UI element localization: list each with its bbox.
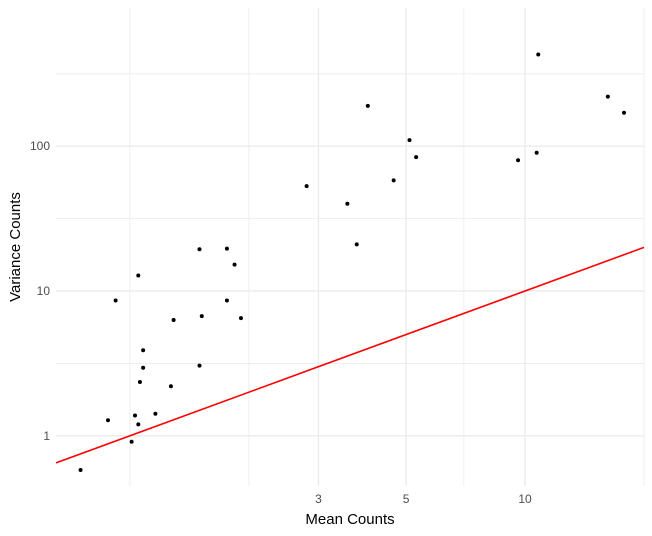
data-points — [78, 52, 627, 473]
data-point — [232, 262, 237, 267]
y-minor-gridlines — [56, 73, 644, 364]
data-point — [354, 242, 359, 247]
y-tick-label: 1 — [43, 429, 50, 443]
data-point — [168, 384, 173, 389]
data-point — [113, 298, 118, 303]
data-point — [136, 273, 141, 278]
reference-line-group — [55, 246, 645, 464]
x-tick-labels: 3 5 10 — [315, 492, 532, 506]
data-point — [304, 184, 309, 189]
data-point — [129, 439, 134, 444]
y-tick-label: 100 — [30, 139, 50, 153]
x-tick-label: 10 — [518, 492, 532, 506]
data-point — [141, 348, 146, 353]
x-tick-label: 3 — [315, 492, 322, 506]
x-tick-label: 5 — [403, 492, 410, 506]
data-point — [197, 363, 202, 368]
y-tick-labels: 1 10 100 — [30, 139, 50, 443]
y-tick-label: 10 — [37, 284, 51, 298]
data-point — [197, 247, 202, 252]
data-point — [199, 314, 204, 319]
reference-line — [55, 246, 645, 464]
data-point — [224, 298, 229, 303]
data-point — [365, 103, 370, 108]
data-point — [78, 468, 83, 473]
data-point — [153, 411, 158, 416]
data-point — [238, 316, 243, 321]
data-point — [534, 150, 539, 155]
x-minor-gridlines — [129, 8, 645, 486]
data-point — [141, 365, 146, 370]
data-point — [536, 52, 541, 57]
x-major-gridlines — [317, 8, 526, 486]
data-point — [622, 110, 627, 115]
x-axis-title: Mean Counts — [305, 511, 394, 528]
data-point — [137, 380, 142, 385]
data-point — [132, 413, 137, 418]
data-point — [391, 178, 396, 183]
data-point — [345, 201, 350, 206]
data-point — [136, 422, 141, 427]
data-point — [171, 318, 176, 323]
data-point — [414, 155, 419, 160]
data-point — [605, 94, 610, 99]
data-point — [224, 246, 229, 251]
data-point — [105, 418, 110, 423]
data-point — [407, 138, 412, 143]
y-axis-title: Variance Counts — [7, 192, 24, 302]
y-major-gridlines — [56, 145, 644, 437]
data-point — [516, 158, 521, 163]
